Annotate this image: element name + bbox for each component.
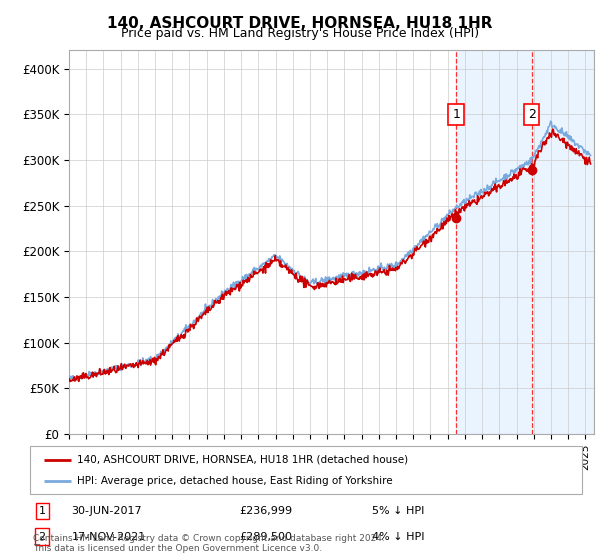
Text: £236,999: £236,999 xyxy=(240,506,293,516)
Text: 1: 1 xyxy=(452,108,460,121)
Text: 4% ↓ HPI: 4% ↓ HPI xyxy=(372,531,425,542)
Text: 2: 2 xyxy=(38,531,46,542)
Text: £289,500: £289,500 xyxy=(240,531,293,542)
Text: 5% ↓ HPI: 5% ↓ HPI xyxy=(372,506,425,516)
Text: 2: 2 xyxy=(528,108,536,121)
Bar xyxy=(456,50,594,434)
Text: 140, ASHCOURT DRIVE, HORNSEA, HU18 1HR (detached house): 140, ASHCOURT DRIVE, HORNSEA, HU18 1HR (… xyxy=(77,455,408,465)
Text: Contains HM Land Registry data © Crown copyright and database right 2024.
This d: Contains HM Land Registry data © Crown c… xyxy=(33,534,385,553)
Text: Price paid vs. HM Land Registry's House Price Index (HPI): Price paid vs. HM Land Registry's House … xyxy=(121,27,479,40)
Text: 1: 1 xyxy=(38,506,46,516)
Text: HPI: Average price, detached house, East Riding of Yorkshire: HPI: Average price, detached house, East… xyxy=(77,475,392,486)
Text: 30-JUN-2017: 30-JUN-2017 xyxy=(71,506,142,516)
Text: 140, ASHCOURT DRIVE, HORNSEA, HU18 1HR: 140, ASHCOURT DRIVE, HORNSEA, HU18 1HR xyxy=(107,16,493,31)
Text: 17-NOV-2021: 17-NOV-2021 xyxy=(71,531,146,542)
